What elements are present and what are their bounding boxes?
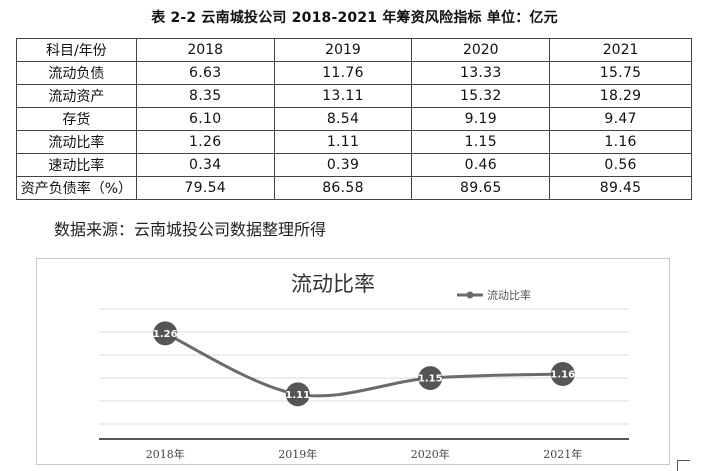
- table-cell: 8.35: [135, 84, 275, 108]
- page-corner-mark: [677, 460, 690, 471]
- data-point-marker: [418, 366, 443, 391]
- table-row: 速动比率 0.34 0.39 0.46 0.56: [16, 153, 692, 177]
- table-cell: 0.39: [273, 153, 413, 177]
- x-tick-label: 2021年: [543, 447, 582, 461]
- table-cell: 0.34: [135, 153, 275, 177]
- table-cell: 1.16: [549, 130, 692, 154]
- table-cell: 13.33: [411, 61, 551, 85]
- table-cell: 9.47: [549, 107, 692, 131]
- data-label: 1.16: [550, 370, 575, 381]
- column-header: 2020: [411, 38, 551, 62]
- legend-label: 流动比率: [487, 288, 531, 302]
- row-label: 流动负债: [16, 61, 137, 85]
- row-label: 资产负债率（%）: [16, 176, 137, 200]
- legend-marker-swatch: [466, 291, 474, 299]
- chart-title: 流动比率: [291, 272, 375, 296]
- table-cell: 15.75: [549, 61, 692, 85]
- data-point-marker: [153, 321, 178, 346]
- table-row: 存货 6.10 8.54 9.19 9.47: [16, 107, 692, 131]
- column-header: 科目/年份: [16, 38, 137, 62]
- table-row: 资产负债率（%） 79.54 86.58 89.65 89.45: [16, 176, 692, 200]
- table-cell: 1.11: [273, 130, 413, 154]
- row-label: 速动比率: [16, 153, 137, 177]
- table-cell: 0.56: [549, 153, 692, 177]
- table-cell: 79.54: [135, 176, 275, 200]
- table-cell: 1.15: [411, 130, 551, 154]
- table-cell: 6.10: [135, 107, 275, 131]
- row-label: 存货: [16, 107, 137, 131]
- data-point-marker: [550, 362, 575, 386]
- table-row: 流动负债 6.63 11.76 13.33 15.75: [16, 61, 692, 85]
- data-source-note: 数据来源：云南城投公司数据整理所得: [54, 220, 327, 239]
- table-cell: 18.29: [549, 84, 692, 108]
- current-ratio-chart: 流动比率 流动比率 1.26 1.11 1.15 1.16 2018年 2019年 2020年 2…: [36, 258, 670, 465]
- table-cell: 86.58: [273, 176, 413, 200]
- table-cell: 89.45: [549, 176, 692, 200]
- column-header: 2021: [549, 38, 692, 62]
- data-label: 1.11: [285, 390, 310, 401]
- table-cell: 15.32: [411, 84, 551, 108]
- table-caption: 表 2-2 云南城投公司 2018-2021 年筹资风险指标 单位：亿元: [151, 10, 558, 26]
- column-header: 2018: [135, 38, 275, 62]
- table-row: 流动资产 8.35 13.11 15.32 18.29: [16, 84, 692, 108]
- x-tick-label: 2019年: [278, 447, 317, 461]
- data-point-marker: [285, 382, 310, 407]
- table-cell: 9.19: [411, 107, 551, 131]
- table-cell: 89.65: [411, 176, 551, 200]
- series-line-current-ratio: [164, 332, 563, 398]
- table-row: 流动比率 1.26 1.11 1.15 1.16: [16, 130, 692, 154]
- table-cell: 6.63: [135, 61, 275, 85]
- table-cell: 11.76: [273, 61, 413, 85]
- table-cell: 0.46: [411, 153, 551, 177]
- row-label: 流动资产: [16, 84, 137, 108]
- row-label: 流动比率: [16, 130, 137, 154]
- data-label: 1.15: [418, 374, 443, 385]
- financing-risk-table: 科目/年份 2018 2019 2020 2021 流动负债 6.63 11.7…: [16, 38, 692, 200]
- table-cell: 8.54: [273, 107, 413, 131]
- table-cell: 1.26: [135, 130, 275, 154]
- x-tick-label: 2018年: [146, 447, 185, 461]
- x-tick-label: 2020年: [411, 447, 450, 461]
- data-label: 1.26: [153, 329, 178, 340]
- table-cell: 13.11: [273, 84, 413, 108]
- column-header: 2019: [273, 38, 413, 62]
- table-header-row: 科目/年份 2018 2019 2020 2021: [16, 38, 692, 62]
